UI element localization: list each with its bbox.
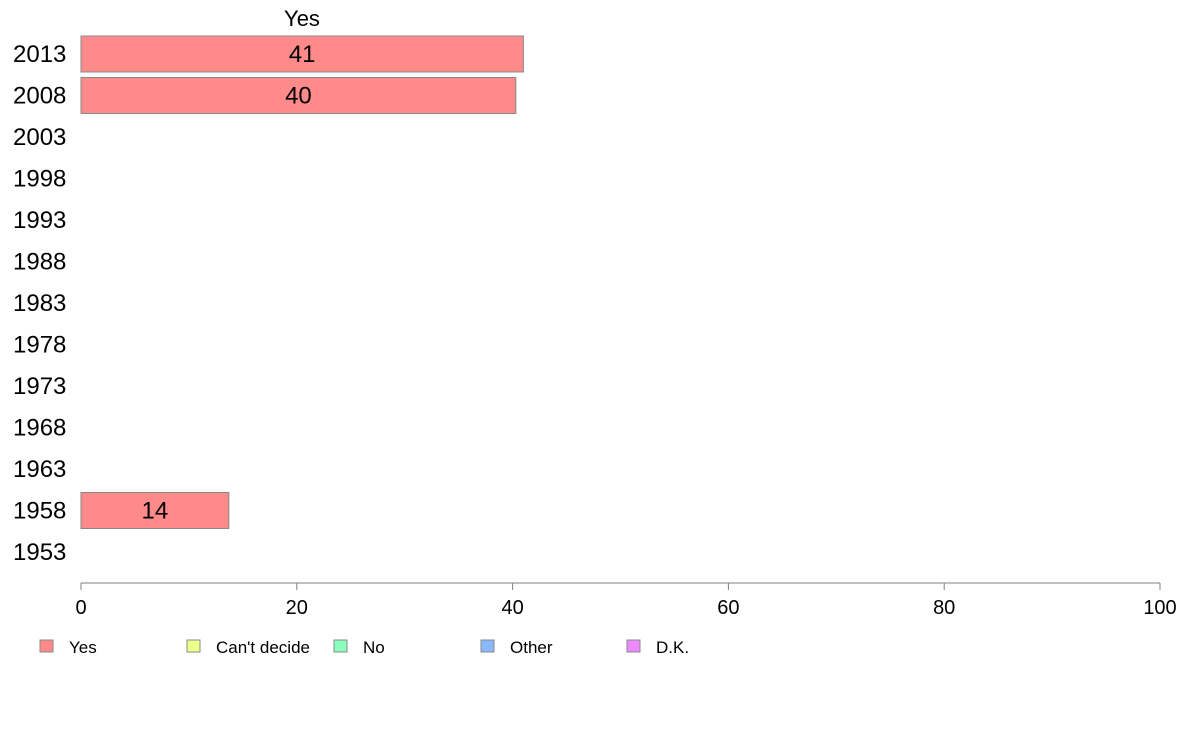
y-tick-label: 1988 <box>13 249 66 276</box>
x-tick-label: 60 <box>717 597 739 619</box>
x-tick-label: 80 <box>933 597 955 619</box>
bar-yes <box>80 77 517 114</box>
legend-label: No <box>363 638 385 657</box>
legend: Yes Can't decide No Other D.K. <box>39 638 689 657</box>
bars-group <box>80 35 524 529</box>
y-tick-labels: 2013 2008 2003 1998 1993 1988 1983 1978 1973 1968… <box>13 41 66 566</box>
bar-yes <box>80 492 230 529</box>
bar-labels-group: 41 40 14 <box>142 41 316 525</box>
y-tick-label: 1963 <box>13 456 66 483</box>
y-tick-label: 1958 <box>13 498 66 525</box>
legend-swatch <box>626 639 641 653</box>
y-tick-label: 1978 <box>13 332 66 359</box>
legend-label: Can't decide <box>216 638 310 657</box>
y-tick-label: 1993 <box>13 207 66 234</box>
bar-yes <box>80 35 524 73</box>
y-tick-label: 1983 <box>13 290 66 317</box>
y-tick-label: 1953 <box>13 539 66 566</box>
x-tick-label: 0 <box>75 597 86 619</box>
bar-data-label: 41 <box>289 41 316 68</box>
legend-label: D.K. <box>656 638 689 657</box>
legend-swatch <box>333 639 348 653</box>
legend-swatch <box>480 639 495 653</box>
x-tick-label: 100 <box>1143 597 1176 619</box>
x-tick-label: 40 <box>501 597 523 619</box>
column-title: Yes <box>284 6 320 31</box>
x-tick-label: 20 <box>286 597 308 619</box>
legend-swatch <box>39 639 54 653</box>
y-tick-label: 2013 <box>13 41 66 68</box>
y-tick-label: 2008 <box>13 83 66 110</box>
y-tick-label: 1998 <box>13 166 66 193</box>
legend-label: Other <box>510 638 553 657</box>
legend-swatch <box>186 639 201 653</box>
bar-data-label: 14 <box>142 498 169 525</box>
y-tick-label: 1973 <box>13 373 66 400</box>
bar-data-label: 40 <box>285 83 312 110</box>
legend-label: Yes <box>69 638 97 657</box>
y-tick-label: 1968 <box>13 415 66 442</box>
x-axis-ticks: 0 20 40 60 80 100 <box>75 583 1177 619</box>
y-tick-label: 2003 <box>13 124 66 151</box>
